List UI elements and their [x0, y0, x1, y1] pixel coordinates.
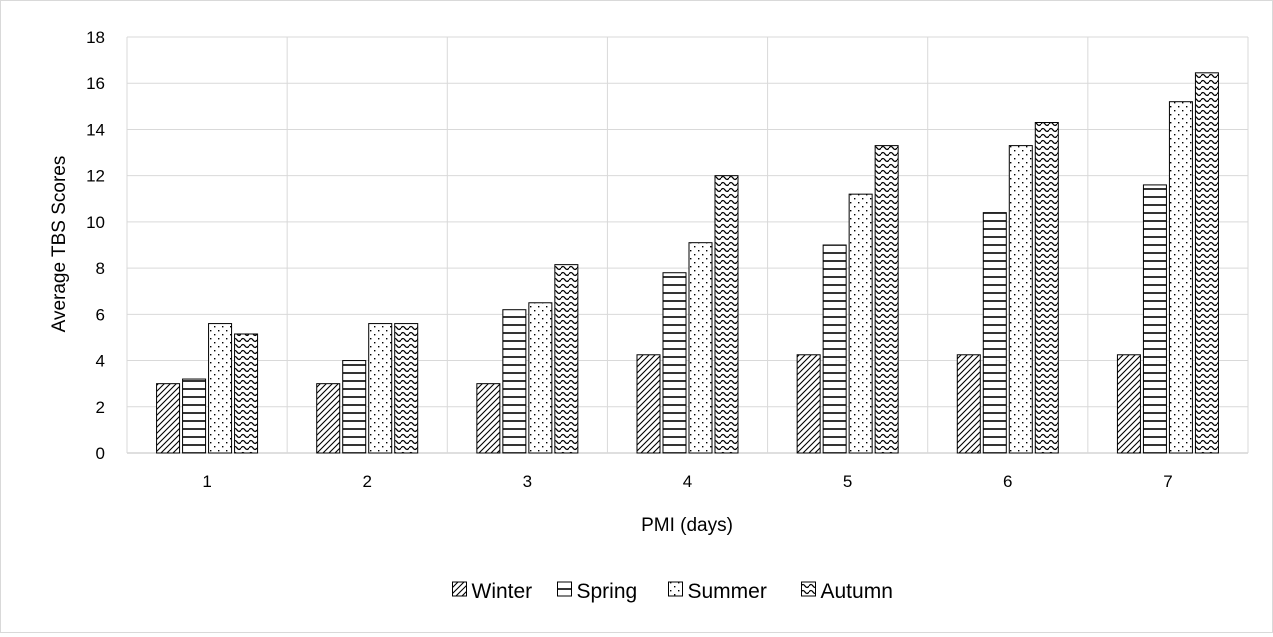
- bar-winter-1: [156, 383, 181, 454]
- x-tick-label: 2: [362, 472, 371, 491]
- bar-autumn-6: [1034, 122, 1059, 454]
- legend-label: Winter: [472, 580, 533, 603]
- bar-summer-4: [688, 242, 713, 454]
- x-tick-label: 1: [202, 472, 211, 491]
- bar-summer-2: [368, 323, 393, 454]
- bar-summer-3: [528, 302, 553, 454]
- legend-label: Autumn: [821, 580, 893, 603]
- bar-autumn-4: [714, 175, 739, 454]
- legend-item-winter: Winter: [452, 580, 533, 603]
- bar-spring-2: [342, 360, 367, 454]
- bar-autumn-7: [1194, 72, 1219, 454]
- x-tick-label: 7: [1163, 472, 1172, 491]
- y-axis-ticks: 0 2 4 6 8 10 12 14 16 18: [86, 28, 105, 463]
- bar-autumn-1: [234, 333, 259, 454]
- y-tick-label: 16: [86, 74, 105, 93]
- x-axis-label: PMI (days): [641, 515, 733, 536]
- bar-spring-3: [502, 309, 527, 454]
- bar-autumn-2: [394, 323, 419, 454]
- bar-winter-4: [636, 354, 661, 454]
- bar-autumn-5: [874, 145, 899, 454]
- gridlines: [126, 36, 1249, 454]
- bar-winter-3: [476, 383, 501, 454]
- bar-summer-7: [1168, 101, 1193, 454]
- legend-item-spring: Spring: [557, 580, 638, 603]
- x-tick-label: 6: [1003, 472, 1012, 491]
- y-tick-label: 12: [86, 167, 105, 186]
- x-tick-label: 3: [523, 472, 532, 491]
- bar-summer-1: [208, 323, 233, 454]
- legend-item-summer: Summer: [668, 580, 767, 603]
- bar-summer-6: [1008, 145, 1033, 454]
- y-tick-label: 0: [96, 444, 105, 463]
- legend-item-autumn: Autumn: [801, 580, 893, 603]
- legend-label: Summer: [688, 580, 767, 603]
- y-tick-label: 2: [96, 398, 105, 417]
- bar-winter-6: [956, 354, 981, 454]
- legend-swatch: [557, 581, 572, 597]
- y-tick-label: 18: [86, 28, 105, 47]
- y-tick-label: 14: [86, 120, 105, 139]
- x-tick-label: 5: [843, 472, 852, 491]
- y-tick-label: 8: [96, 259, 105, 278]
- x-axis-ticks: 1 2 3 4 5 6 7: [202, 472, 1172, 491]
- bar-spring-7: [1142, 184, 1167, 454]
- bar-spring-4: [662, 272, 687, 454]
- bar-winter-7: [1116, 354, 1141, 454]
- bars: [156, 72, 1219, 454]
- legend-swatch: [452, 581, 467, 597]
- bar-spring-6: [982, 212, 1007, 454]
- y-tick-label: 4: [96, 352, 105, 371]
- bar-winter-2: [316, 383, 341, 454]
- bar-summer-5: [848, 193, 873, 454]
- legend-swatch: [801, 581, 816, 597]
- legend-label: Spring: [577, 580, 638, 603]
- x-tick-label: 4: [683, 472, 692, 491]
- bar-spring-5: [822, 244, 847, 454]
- y-tick-label: 6: [96, 305, 105, 324]
- y-tick-label: 10: [86, 213, 105, 232]
- bar-autumn-3: [554, 264, 579, 454]
- bar-winter-5: [796, 354, 821, 454]
- legend-swatch: [668, 581, 683, 597]
- y-axis-label: Average TBS Scores: [49, 156, 70, 333]
- bar-spring-1: [182, 378, 207, 454]
- legend: Winter Spring Summer Autumn: [452, 580, 893, 603]
